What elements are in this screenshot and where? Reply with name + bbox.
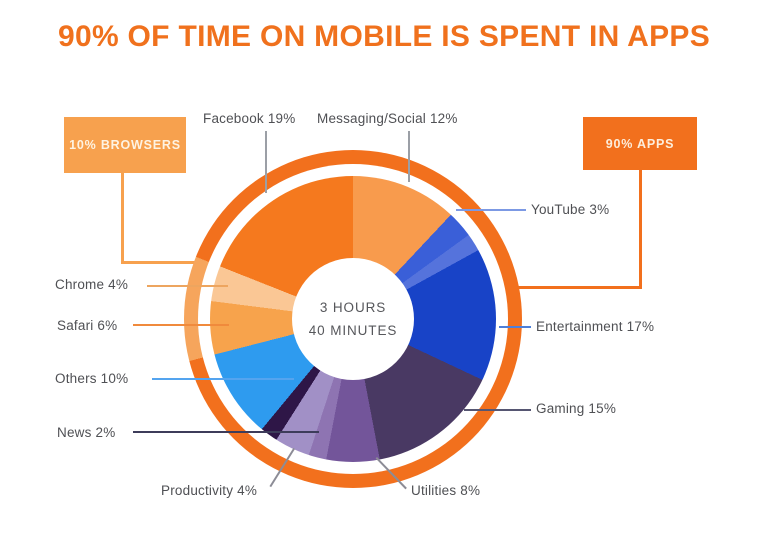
- center-label: 3 HOURS 40 MINUTES: [292, 258, 414, 380]
- browsers-badge: 10% BROWSERS: [64, 117, 186, 173]
- apps-connector-horizontal: [514, 286, 642, 289]
- center-label-line1: 3 HOURS: [319, 300, 387, 315]
- messaging-callout-line: [408, 131, 410, 182]
- youtube-callout-line: [456, 209, 526, 211]
- facebook-callout-line: [265, 131, 267, 193]
- page-title: 90% OF TIME ON MOBILE IS SPENT IN APPS: [57, 20, 711, 53]
- safari-label: Safari 6%: [57, 318, 118, 333]
- news-callout-line: [133, 431, 319, 433]
- apps-badge: 90% APPS: [583, 117, 697, 170]
- apps-connector-vertical: [639, 169, 642, 289]
- others-label: Others 10%: [55, 371, 129, 386]
- others-callout-line: [152, 378, 294, 380]
- gaming-callout-line: [464, 409, 531, 411]
- chrome-callout-line: [147, 285, 228, 287]
- facebook-label: Facebook 19%: [203, 111, 296, 126]
- entertainment-callout-line: [499, 326, 531, 328]
- entertainment-label: Entertainment 17%: [536, 319, 655, 334]
- center-label-line2: 40 MINUTES: [308, 323, 398, 338]
- messaging-label: Messaging/Social 12%: [317, 111, 458, 126]
- utilities-label: Utilities 8%: [411, 483, 481, 498]
- apps-badge-label: 90% APPS: [605, 136, 675, 151]
- youtube-label: YouTube 3%: [531, 202, 610, 217]
- productivity-label: Productivity 4%: [161, 483, 258, 498]
- browsers-connector-horizontal: [121, 261, 195, 264]
- browsers-badge-label: 10% BROWSERS: [69, 138, 181, 152]
- gaming-label: Gaming 15%: [536, 401, 617, 416]
- chrome-label: Chrome 4%: [55, 277, 129, 292]
- safari-callout-line: [133, 324, 229, 326]
- news-label: News 2%: [57, 425, 116, 440]
- browsers-connector-vertical: [121, 172, 124, 264]
